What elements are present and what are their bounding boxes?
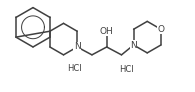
Text: N: N [74, 43, 81, 52]
Text: OH: OH [100, 27, 114, 36]
Text: O: O [157, 25, 164, 34]
Text: HCl: HCl [67, 64, 82, 73]
Text: N: N [130, 40, 137, 49]
Text: HCl: HCl [119, 65, 134, 74]
